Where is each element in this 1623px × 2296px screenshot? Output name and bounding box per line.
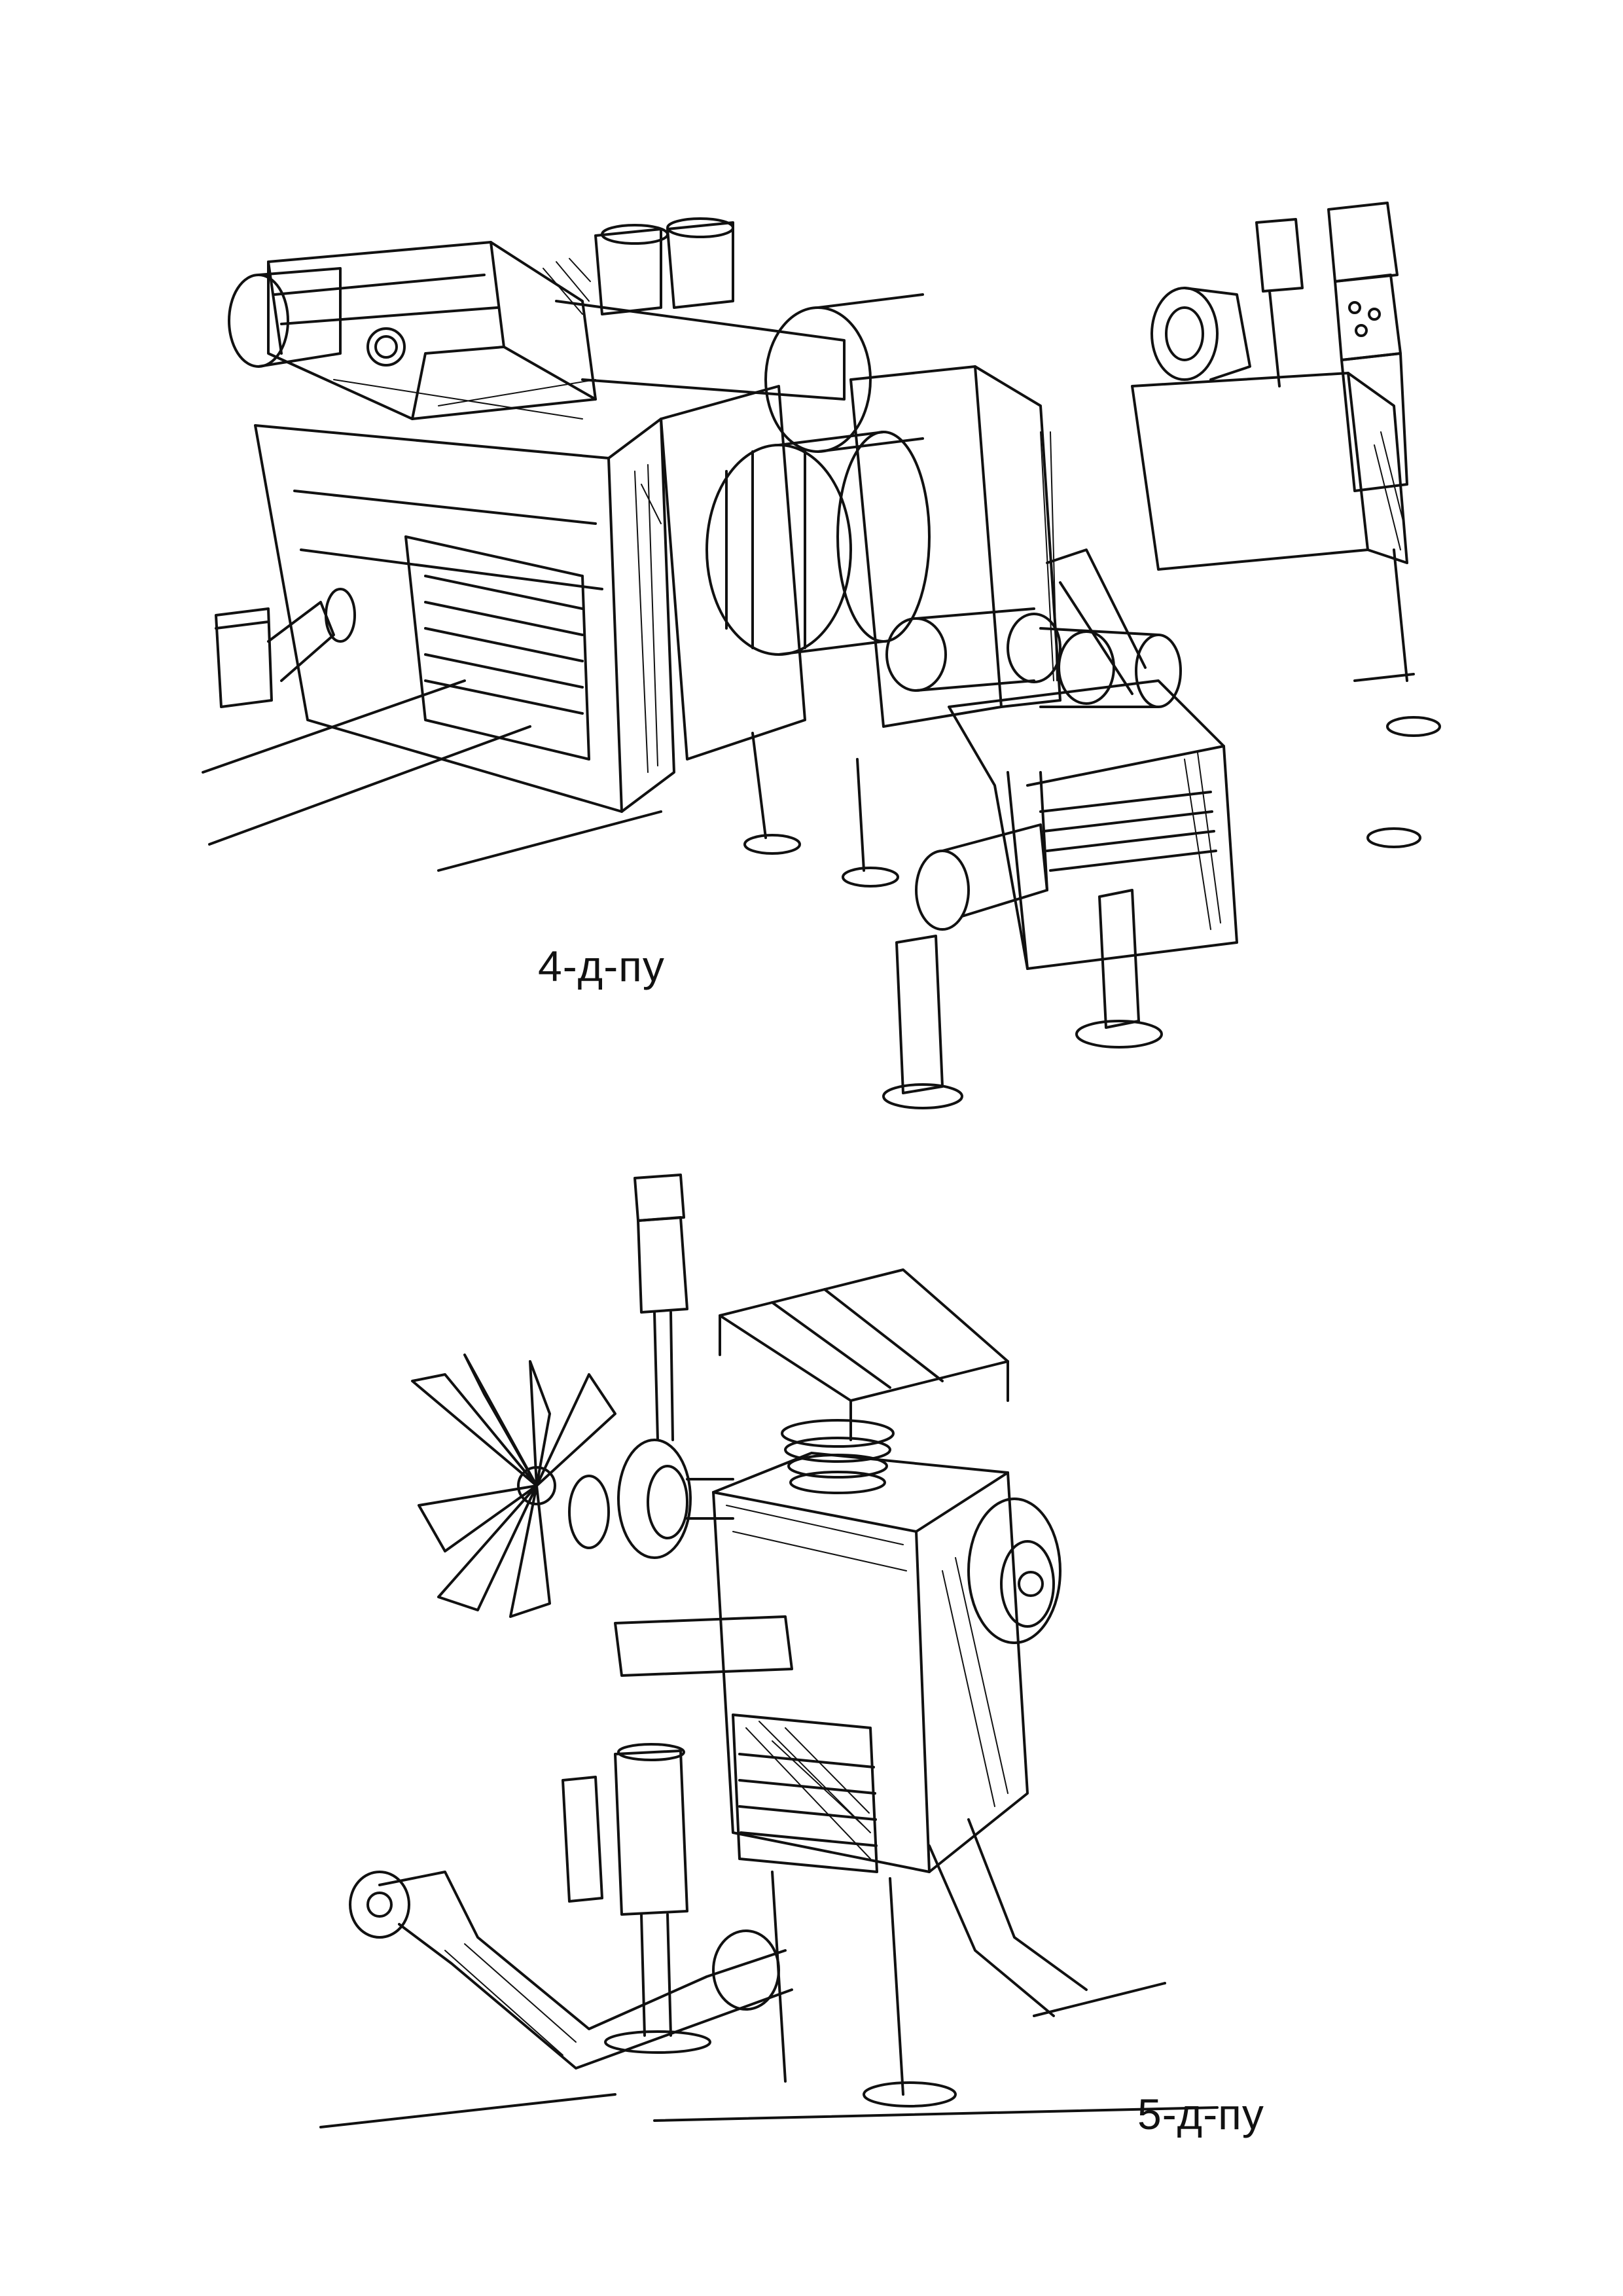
sketch-caption-4: 4-д-пу: [538, 942, 665, 990]
machine-sketch-4-drawing: [202, 202, 1441, 1109]
machine-sketch-5-drawing: [319, 1174, 1219, 2128]
machine-sketch-4: [190, 183, 1446, 1113]
machine-sketch-5: [314, 1165, 1230, 2160]
sketch-caption-5: 5-д-пу: [1137, 2090, 1264, 2138]
